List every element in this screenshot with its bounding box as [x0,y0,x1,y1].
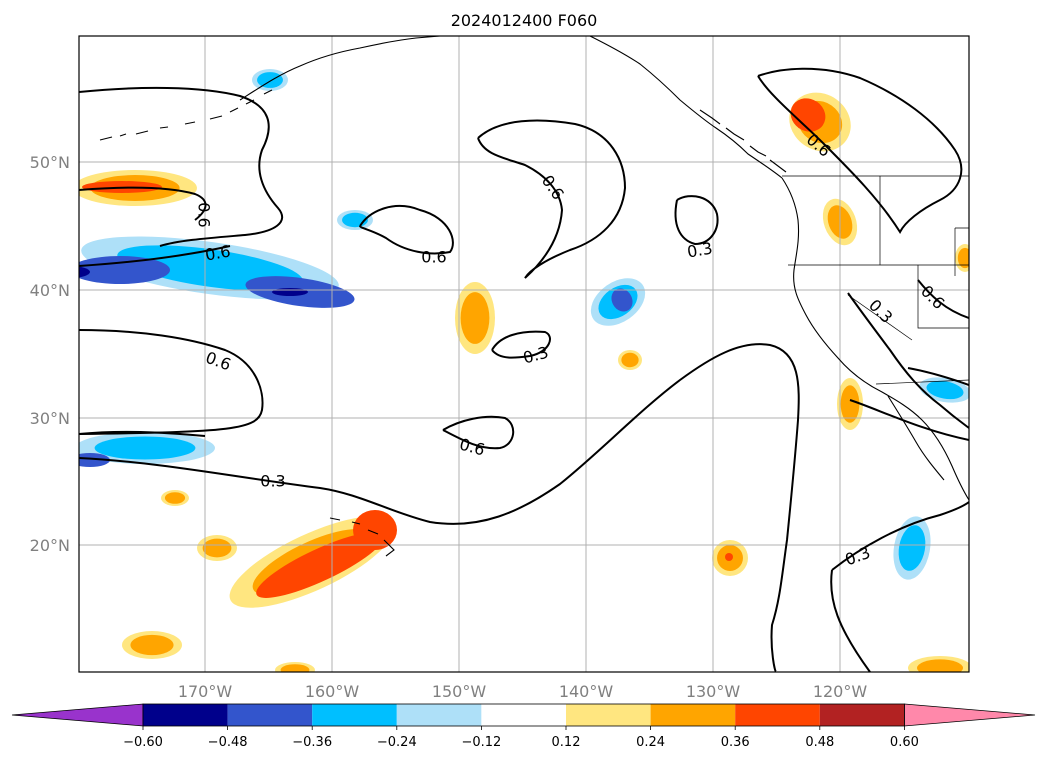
longitude-label: 130°W [686,682,741,701]
bc-coast [699,109,787,173]
shaded-region [79,256,170,284]
latitude-label: 40°N [30,281,70,300]
shaded-region [898,525,926,571]
colorbar-tick-label: 0.36 [721,735,750,750]
shaded-region [621,352,639,368]
colorbar-tick-label: −0.12 [461,735,501,750]
colorbar-extend-high [904,703,1036,727]
hawaii-islands [329,517,395,557]
plot-frame [78,35,970,673]
colorbar-segment [819,704,905,726]
colorbar-tick-label: −0.60 [123,735,163,750]
colorbar-tick-label: 0.24 [636,735,665,750]
latitude-label: 50°N [30,153,70,172]
shaded-region [280,664,310,672]
shaded-region [460,292,490,344]
colorbar-frame [142,703,905,727]
colorbar-segment [566,704,651,726]
colorbar-tick-label: −0.48 [208,735,248,750]
contour-label: 0.6 [421,248,446,267]
shaded-region [79,453,110,467]
contour-label: 0.6 [195,202,214,227]
shaded-region [611,288,633,312]
colorbar-tick-labels: −0.60 −0.48 −0.36 −0.24 −0.12 0.12 0.24 0.36 0.4… [123,726,919,750]
longitude-label: 120°W [813,682,868,701]
longitude-label: 140°W [559,682,614,701]
colorbar-tick-label: −0.36 [292,735,332,750]
shaded-region [256,532,384,598]
shaded-region [202,538,232,558]
colorbar [11,703,1036,727]
plot-area: 0.60.60.60.60.60.60.60.30.30.30.3 0.60.3 [79,36,969,672]
contour-label: 0.3 [686,238,714,261]
shaded-region [164,492,186,504]
colorbar-extend-low [11,703,144,727]
colorbar-segment [227,704,313,726]
shaded-region [926,380,964,400]
alaska-coast [239,36,441,101]
latitude-label: 20°N [30,536,70,555]
alaska-panhandle [589,36,783,179]
colorbar-segment [312,704,397,726]
shaded-region [840,385,860,423]
shaded-region [353,510,397,550]
colorbar-segment [143,704,228,726]
shaded-region [957,247,969,269]
gridlines [79,36,969,672]
shaded-region [790,98,826,132]
colorbar-tick-label: 0.48 [805,735,834,750]
colorbar-tick-label: 0.12 [552,735,581,750]
us-west-coast [781,177,969,501]
colorbar-tick-label: −0.24 [377,735,417,750]
longitude-label: 160°W [305,682,360,701]
shaded-region [79,266,90,278]
colorbar-tick-label: 0.60 [890,735,919,750]
map-title: 2024012400 F060 [451,11,598,30]
longitude-label: 150°W [432,682,487,701]
colorbar-segment [481,704,566,726]
coastlines [99,36,969,557]
colorbar-segment [650,704,736,726]
shaded-field [79,69,969,672]
aleutian-islands [99,89,273,141]
shaded-region [257,72,283,88]
contour-label: 0.3 [260,472,285,491]
latitude-label: 30°N [30,409,70,428]
contour-lines [79,67,969,672]
colorbar-segment [735,704,820,726]
shaded-region [94,436,196,460]
longitude-labels: 170°W 160°W 150°W 140°W 130°W 120°W [178,682,868,701]
shaded-region [725,553,733,561]
shaded-region [916,659,964,672]
colorbar-segment [396,704,482,726]
latitude-labels: 50°N 40°N 30°N 20°N [30,153,70,555]
contour-label: 0.6 [204,241,232,264]
shaded-region [130,634,174,656]
baja-peninsula [887,395,945,481]
longitude-label: 170°W [178,682,233,701]
shaded-region [272,288,308,296]
